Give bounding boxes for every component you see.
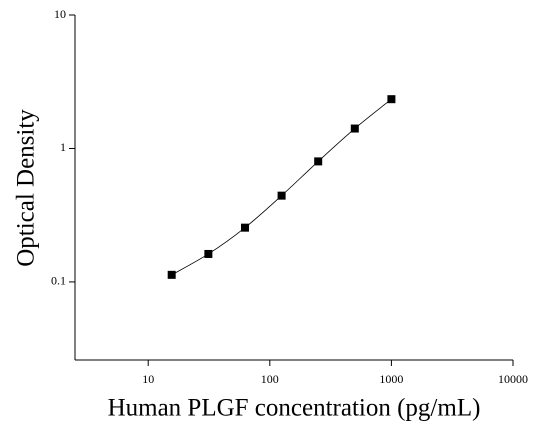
data-point	[240, 223, 249, 232]
data-point	[314, 157, 323, 166]
data-point	[277, 191, 286, 200]
x-tick-label: 10	[142, 372, 154, 386]
x-tick-label: 1000	[379, 372, 403, 386]
y-tick-label: 1	[60, 140, 66, 154]
data-point	[387, 95, 396, 104]
data-point	[350, 124, 359, 133]
y-axis-title: Optical Density	[13, 109, 40, 267]
data-point	[204, 249, 213, 258]
x-tick-label: 10000	[498, 372, 528, 386]
data-point	[167, 270, 176, 279]
x-axis-title: Human PLGF concentration (pg/mL)	[108, 395, 481, 422]
y-tick-label: 0.1	[51, 274, 66, 288]
x-tick-label: 100	[261, 372, 279, 386]
y-tick-label: 10	[54, 7, 66, 21]
